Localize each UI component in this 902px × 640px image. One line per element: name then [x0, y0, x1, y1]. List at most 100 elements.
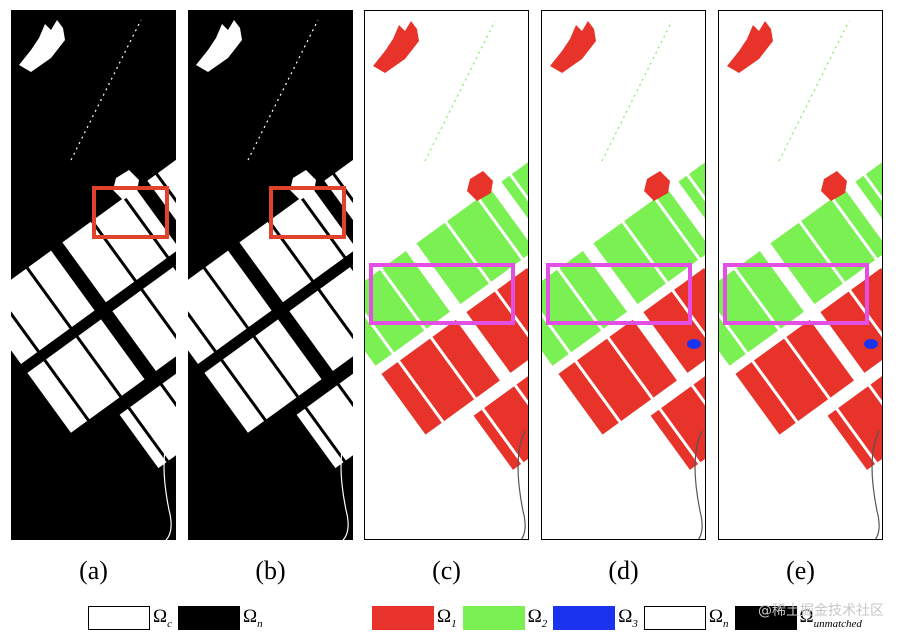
- field-boundary: [719, 294, 882, 539]
- field-omega-1: [650, 358, 705, 470]
- field-omega-1: [289, 260, 353, 372]
- field-boundary: [365, 247, 528, 539]
- legend-swatch-omega-n: [178, 606, 241, 630]
- field-omega-2: [719, 251, 804, 366]
- field-boundary: [220, 223, 353, 540]
- field-boundary: [542, 294, 705, 539]
- highlight-box: [546, 263, 692, 325]
- legend-swatch-omega-2: [462, 606, 525, 630]
- panel-d-change-map: [541, 10, 706, 540]
- legend-label-omega-n: Ωn: [243, 606, 263, 630]
- field-group: [188, 130, 353, 540]
- field-boundary: [11, 246, 176, 540]
- road-line: [70, 19, 142, 161]
- field-omega-2: [324, 130, 353, 241]
- field-omega-1: [381, 319, 500, 435]
- legend-label-omega-unmatched: Ωunmatched: [799, 606, 862, 630]
- small-patch: [290, 170, 316, 200]
- highlight-box: [723, 263, 869, 325]
- field-group: [11, 130, 176, 540]
- field-omega-1: [827, 358, 882, 470]
- field-boundary: [43, 223, 176, 540]
- field-boundary: [542, 271, 705, 539]
- legend-swatch-omega-n-multiclass: [643, 606, 706, 630]
- legend-swatch-omega-c: [88, 606, 150, 630]
- field-boundary: [607, 200, 705, 539]
- legend-label-omega-3: Ω3: [618, 606, 638, 630]
- field-omega-1: [558, 319, 677, 435]
- field-boundary: [719, 247, 882, 539]
- panel-b-binary-map: [188, 10, 353, 540]
- field-boundary: [462, 177, 528, 519]
- field-omega-2: [542, 251, 627, 366]
- field-boundary: [285, 176, 353, 518]
- highlight-box: [369, 263, 515, 325]
- field-boundary: [365, 271, 528, 539]
- field-omega-2: [188, 250, 272, 364]
- small-patch: [644, 171, 670, 201]
- road-line: [424, 20, 496, 162]
- field-omega-1: [112, 260, 176, 372]
- legend-binary: Ωc Ωn: [88, 605, 269, 631]
- panel-e-label: (e): [786, 556, 815, 585]
- panel-a-label: (a): [79, 556, 108, 585]
- field-omega-1: [735, 319, 854, 435]
- field-boundary: [253, 199, 353, 540]
- field-group: [542, 130, 705, 539]
- map-image: [11, 10, 176, 540]
- highlight-box: [269, 186, 346, 239]
- legend-multiclass: Ω1 Ω2 Ω3 Ωn Ωunmatched: [372, 605, 868, 631]
- field-omega-2: [147, 130, 176, 241]
- map-image: [188, 10, 353, 540]
- road-line: [778, 20, 850, 162]
- field-omega-1: [119, 358, 176, 469]
- legend-swatch-omega-unmatched: [734, 606, 797, 630]
- river-line: [871, 430, 880, 539]
- building-patch: [550, 21, 596, 73]
- panel-c-change-map: [364, 10, 529, 540]
- field-omega-2: [62, 188, 176, 303]
- road-line: [247, 19, 319, 161]
- building-patch: [727, 21, 773, 73]
- field-group: [365, 130, 528, 539]
- patch-omega-3: [687, 339, 701, 349]
- panel-a-binary-map: [11, 10, 176, 540]
- field-omega-2: [416, 189, 528, 305]
- field-omega-2: [593, 189, 705, 305]
- field-boundary: [816, 177, 882, 519]
- field-boundary: [365, 294, 528, 539]
- field-omega-1: [296, 358, 353, 469]
- field-boundary: [751, 224, 882, 539]
- field-boundary: [188, 246, 353, 540]
- field-boundary: [397, 224, 528, 539]
- river-line: [694, 430, 703, 539]
- legend-label-omega-1: Ω1: [437, 606, 457, 630]
- field-boundary: [574, 224, 705, 539]
- legend-label-omega-c: Ωc: [153, 606, 173, 630]
- field-boundary: [639, 177, 705, 519]
- field-boundary: [542, 247, 705, 539]
- small-patch: [821, 171, 847, 201]
- field-boundary: [76, 199, 176, 540]
- legend-swatch-omega-3: [553, 606, 616, 630]
- field-omega-2: [11, 250, 95, 364]
- map-image: [542, 11, 705, 539]
- field-boundary: [11, 270, 176, 540]
- field-omega-1: [466, 261, 528, 373]
- river-line: [517, 430, 526, 539]
- river-line: [340, 429, 349, 540]
- field-omega-2: [365, 251, 450, 366]
- field-omega-1: [27, 319, 145, 433]
- building-patch: [373, 21, 419, 73]
- field-boundary: [784, 200, 882, 539]
- field-boundary: [11, 293, 176, 540]
- field-omega-1: [820, 261, 882, 373]
- panel-b-label: (b): [255, 556, 286, 585]
- panel-e-change-map: [718, 10, 883, 540]
- field-boundary: [108, 176, 176, 518]
- field-omega-2: [239, 188, 353, 303]
- field-omega-1: [473, 358, 528, 470]
- small-patch: [467, 171, 493, 201]
- legend-label-omega-2: Ω2: [527, 606, 548, 630]
- map-image: [719, 11, 882, 539]
